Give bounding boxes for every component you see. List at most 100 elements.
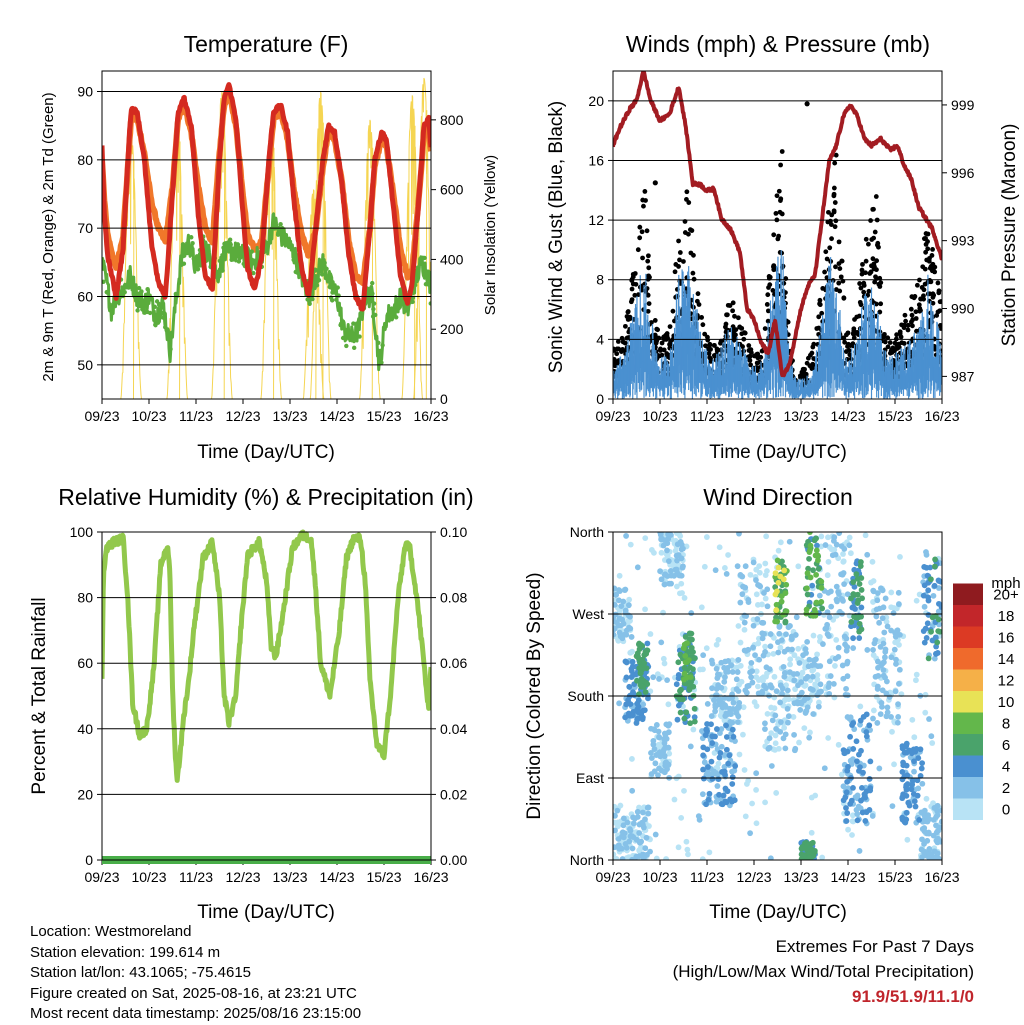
winds-y2-tick-label: 990 [951, 301, 975, 317]
direction-point [844, 768, 850, 774]
gust-point [696, 291, 701, 296]
direction-point [666, 558, 672, 564]
speed-legend-swatch [953, 799, 983, 821]
direction-point [900, 776, 906, 782]
speed-legend-label: 16 [998, 629, 1015, 646]
direction-point [700, 752, 706, 758]
direction-x-tick-label: 13/23 [783, 869, 818, 885]
gust-point [726, 303, 731, 308]
direction-point [773, 592, 779, 598]
direction-point [620, 599, 626, 605]
direction-point [928, 576, 934, 582]
gust-point [771, 267, 776, 272]
direction-point [770, 717, 776, 723]
direction-point [791, 732, 797, 738]
direction-point [773, 790, 779, 796]
direction-point [737, 752, 743, 758]
direction-point [628, 833, 634, 839]
direction-point [933, 814, 939, 820]
humidity-y2-tick-label: 0.00 [440, 852, 467, 868]
direction-point [850, 818, 856, 824]
gust-point [643, 198, 648, 203]
temperature-y-tick-label: 60 [77, 289, 93, 305]
direction-point [871, 578, 877, 584]
direction-point [664, 548, 670, 554]
humidity-x-tick-label: 09/23 [84, 869, 119, 885]
direction-point [925, 587, 931, 593]
direction-point [683, 709, 689, 715]
gust-point [914, 316, 919, 321]
gust-point [637, 235, 642, 240]
direction-point [787, 623, 793, 629]
direction-point [841, 797, 847, 803]
direction-point [844, 810, 850, 816]
direction-point [703, 732, 709, 738]
direction-point [777, 645, 783, 651]
direction-point [792, 747, 798, 753]
direction-point [848, 550, 854, 556]
gust-point [755, 355, 760, 360]
direction-point [855, 600, 861, 606]
direction-point [936, 577, 942, 583]
direction-point [658, 537, 664, 543]
direction-point [919, 760, 925, 766]
direction-point [801, 853, 807, 859]
direction-point [773, 607, 779, 613]
dewpoint-point [341, 336, 345, 340]
gust-point [778, 163, 783, 168]
direction-point [721, 679, 727, 685]
direction-point [684, 640, 690, 646]
direction-point [882, 649, 888, 655]
direction-point [806, 556, 812, 562]
direction-point [631, 821, 637, 827]
direction-point [611, 618, 617, 624]
gust-point [811, 342, 816, 347]
direction-point [762, 726, 768, 732]
direction-point [885, 624, 891, 630]
direction-point [928, 629, 934, 635]
direction-point [779, 599, 785, 605]
direction-point [785, 687, 791, 693]
direction-point [692, 706, 698, 712]
direction-point [840, 559, 846, 565]
direction-point [784, 608, 790, 614]
dewpoint-point [158, 312, 162, 316]
dewpoint-point [367, 287, 371, 291]
gust-point [805, 101, 810, 106]
direction-point [699, 604, 705, 610]
gust-point [816, 332, 821, 337]
direction-point [751, 560, 757, 566]
direction-point [675, 717, 681, 723]
direction-point [842, 634, 848, 640]
dewpoint-point [163, 325, 167, 329]
direction-point [843, 805, 849, 811]
direction-point [831, 681, 837, 687]
direction-point [753, 577, 759, 583]
dewpoint-point [181, 242, 185, 246]
winds-xlabel: Time (Day/UTC) [709, 442, 847, 463]
direction-point [913, 677, 919, 683]
gust-point [781, 281, 786, 286]
direction-point [675, 659, 681, 665]
direction-point [926, 830, 932, 836]
direction-point [872, 637, 878, 643]
dewpoint-point [336, 293, 340, 297]
gust-point [833, 264, 838, 269]
direction-point [728, 662, 734, 668]
gust-point [861, 290, 866, 295]
dewpoint-point [145, 287, 149, 291]
direction-point [623, 841, 629, 847]
direction-point [732, 763, 738, 769]
direction-point [734, 676, 740, 682]
gust-point [816, 314, 821, 319]
humidity-x-tick-label: 13/23 [272, 869, 307, 885]
direction-point [915, 755, 921, 761]
direction-point [722, 674, 728, 680]
gust-point [918, 297, 923, 302]
direction-point [704, 645, 710, 651]
direction-point [688, 610, 694, 616]
direction-point [803, 646, 809, 652]
gust-point [766, 285, 771, 290]
direction-point [836, 645, 842, 651]
winds-x-tick-label: 16/23 [924, 408, 959, 424]
